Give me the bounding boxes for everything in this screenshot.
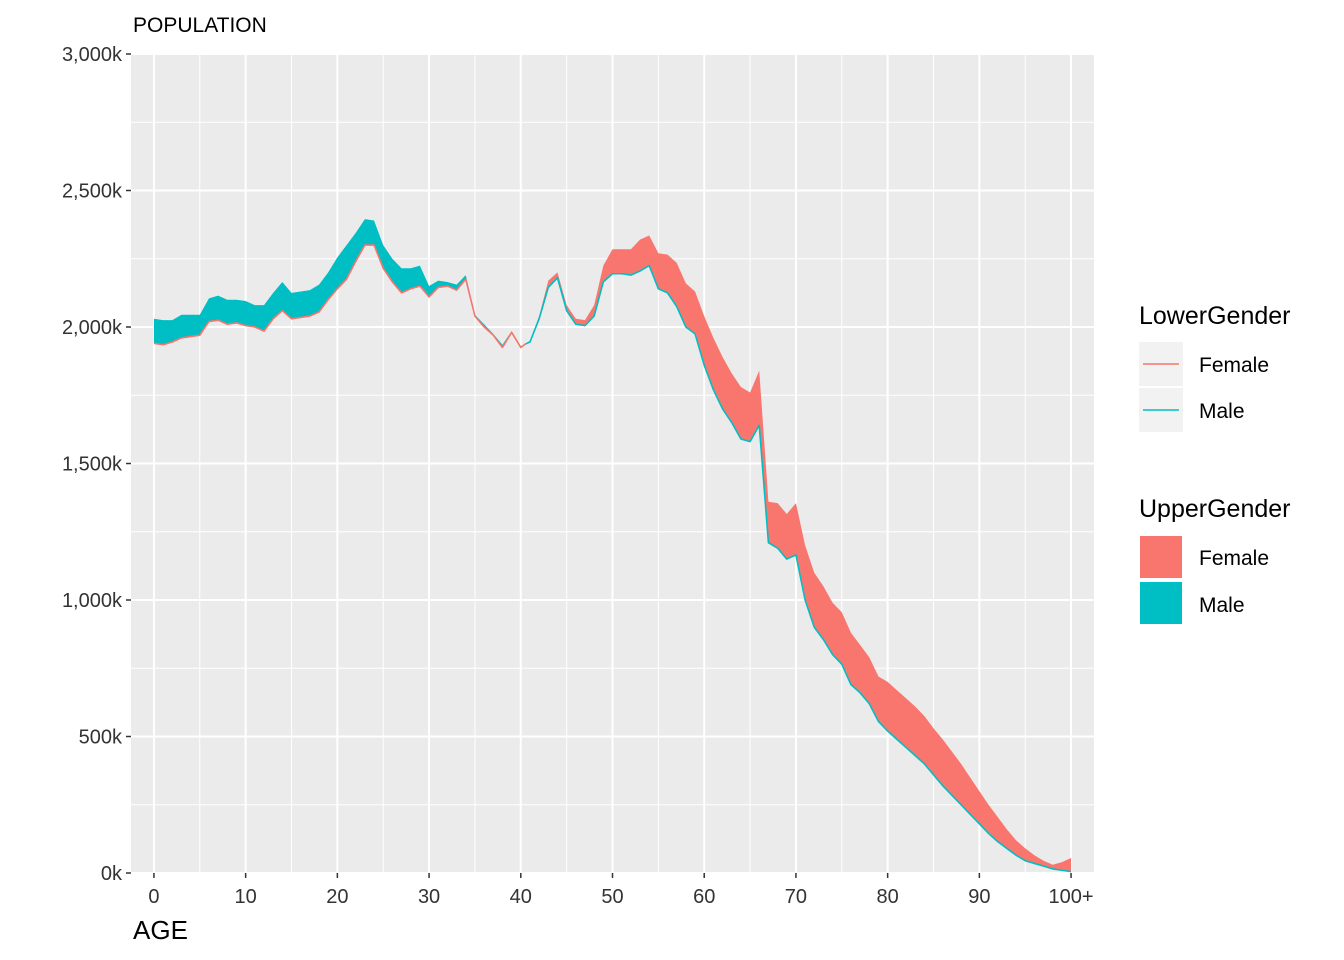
y-tick-label: 1,000k <box>62 590 123 612</box>
x-tick-label: 40 <box>510 886 532 908</box>
ribbon-male-upper-0 <box>153 219 526 348</box>
x-tick-label: 80 <box>877 886 899 908</box>
y-tick-label: 1,500k <box>62 454 123 476</box>
series-layer <box>153 219 1072 873</box>
legend-upper-label-female: Female <box>1199 547 1269 570</box>
legend-upper-key-male <box>1140 582 1182 624</box>
x-tick-label: 10 <box>235 886 257 908</box>
y-tick-label: 3,000k <box>62 44 123 66</box>
y-tick-label: 0k <box>101 863 123 885</box>
x-tick-label: 50 <box>601 886 623 908</box>
x-tick-label: 30 <box>418 886 440 908</box>
x-tick-label: 20 <box>326 886 348 908</box>
x-axis-title: AGE <box>133 915 188 945</box>
legend-lower-label-male: Male <box>1199 400 1245 423</box>
legend-upper-key-female <box>1140 536 1182 578</box>
legend-upper-title: UpperGender <box>1139 495 1290 523</box>
y-tick-label: 2,000k <box>62 317 123 339</box>
lower-line-male-1 <box>525 264 1072 873</box>
y-tick-label: 500k <box>79 727 123 749</box>
legend-lower: LowerGender Female Male <box>1139 302 1290 432</box>
legend-upper: UpperGender Female Male <box>1139 495 1290 624</box>
axes: 0k 500k 1,000k 1,500k 2,000k 2,500k 3,000k 0 10 2… <box>62 44 1094 908</box>
x-tick-label: 60 <box>693 886 715 908</box>
ribbon-female-upper-1 <box>525 235 1072 872</box>
x-tick-label: 90 <box>968 886 990 908</box>
x-tick-label: 70 <box>785 886 807 908</box>
x-tick-label: 100+ <box>1049 886 1094 908</box>
legend-upper-label-male: Male <box>1199 594 1245 617</box>
lower-line-female-0 <box>153 244 526 349</box>
legend-lower-title: LowerGender <box>1139 302 1290 330</box>
legend-lower-label-female: Female <box>1199 354 1269 377</box>
y-tick-label: 2,500k <box>62 181 123 203</box>
chart-title: POPULATION <box>133 14 267 37</box>
x-tick-label: 0 <box>148 886 159 908</box>
